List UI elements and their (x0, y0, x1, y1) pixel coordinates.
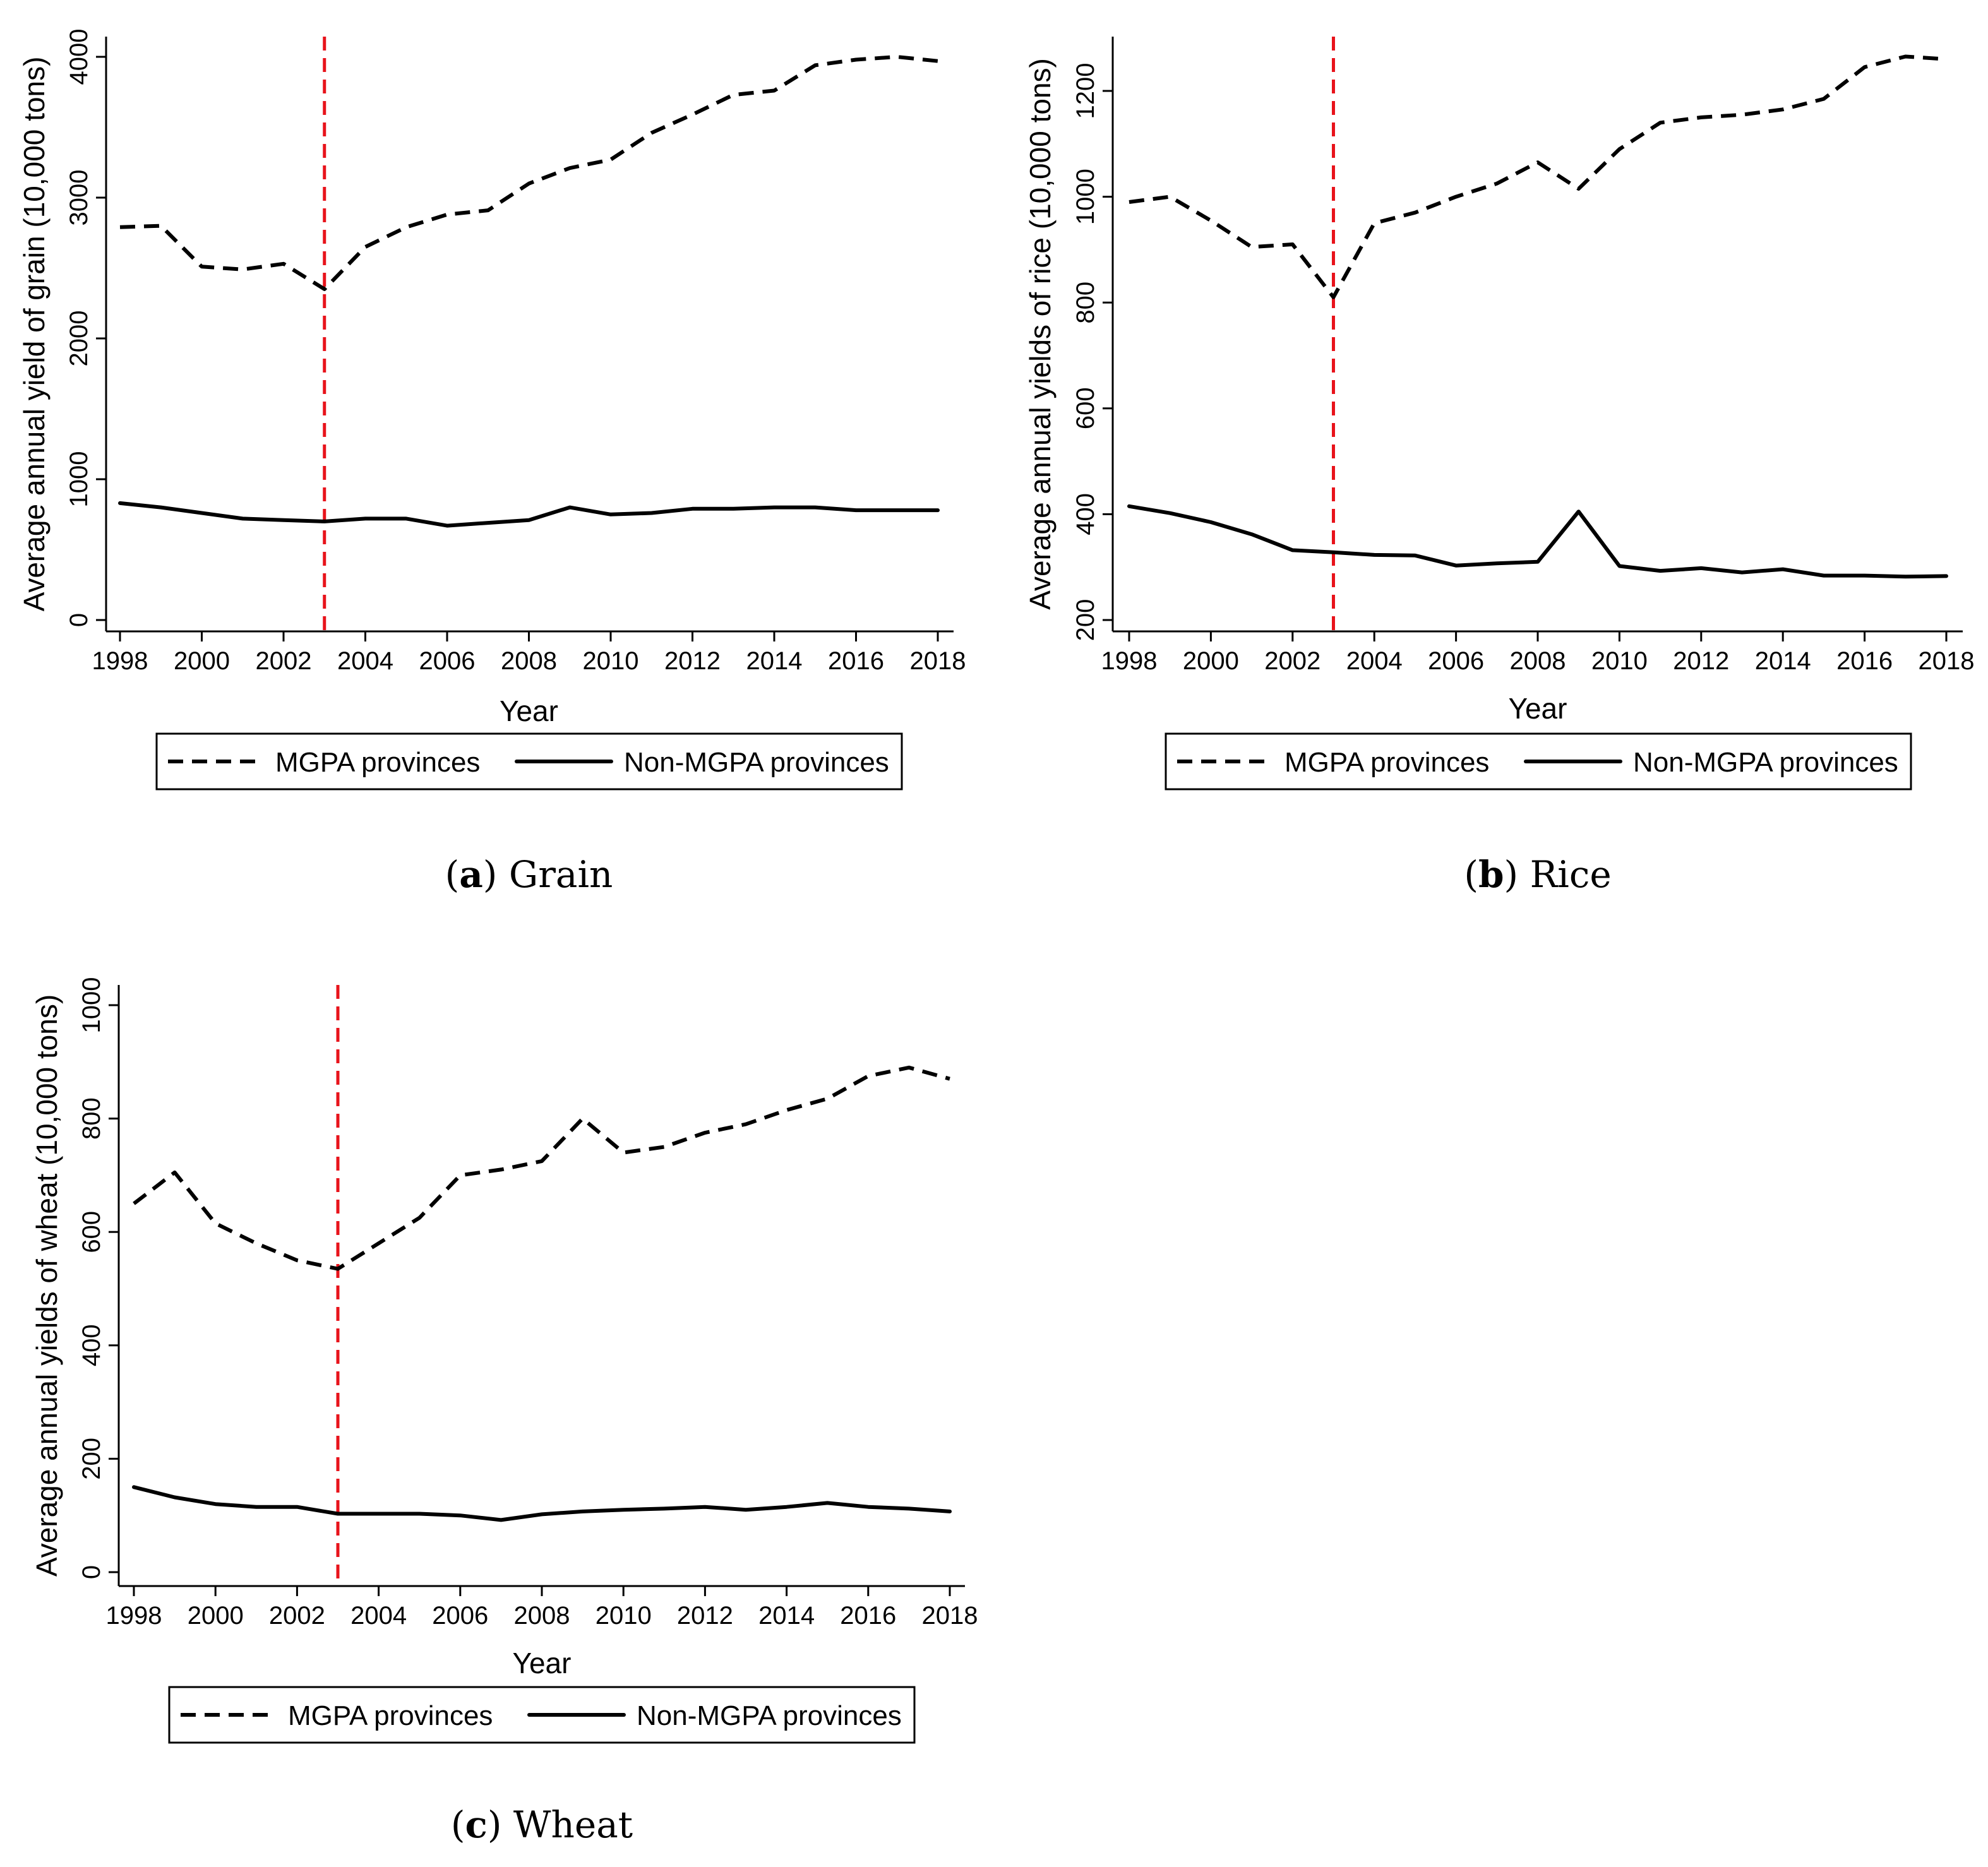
chart-grain: 0 1000 2000 3000 4000 1998 2000 2002 2004 2006 200… (18, 29, 966, 896)
caption-text: Grain (509, 853, 613, 896)
y-tick-label: 800 (1072, 282, 1099, 324)
x-axis-title: Year (513, 1647, 572, 1679)
y-tick-label: 2000 (65, 311, 93, 367)
x-tick-label: 2010 (596, 1602, 652, 1630)
y-tick-label: 400 (1072, 493, 1099, 535)
caption-grain: (a) Grain (445, 853, 613, 896)
y-tick-label: 3000 (65, 170, 93, 226)
y-tick-label: 1200 (1072, 63, 1099, 119)
legend-label-mgpa: MGPA provinces (288, 1700, 493, 1731)
caption-wheat: (c) Wheat (451, 1803, 633, 1846)
legend-label-non-mgpa: Non-MGPA provinces (624, 747, 889, 778)
x-tick-label: 2008 (514, 1602, 570, 1630)
x-tick-label: 2012 (1673, 647, 1729, 675)
caption-letter: b (1478, 853, 1504, 896)
x-tick-label: 2016 (828, 647, 884, 675)
y-tick-label: 1000 (78, 977, 105, 1034)
y-tick-label: 400 (78, 1324, 105, 1366)
x-tick-label: 2016 (1836, 647, 1893, 675)
legend: MGPA provinces Non-MGPA provinces (1165, 732, 1912, 790)
y-tick-label: 200 (78, 1438, 105, 1480)
x-tick-label: 2006 (419, 647, 476, 675)
x-tick-label: 1998 (1101, 647, 1158, 675)
x-tick-label: 2010 (583, 647, 639, 675)
y-tick-label: 1000 (1072, 169, 1099, 225)
x-tick-label: 2014 (746, 647, 803, 675)
x-tick-label: 2018 (922, 1602, 978, 1630)
x-tick-label: 2000 (188, 1602, 244, 1630)
x-tick-label: 2000 (1183, 647, 1239, 675)
y-tick-label: 800 (78, 1097, 105, 1140)
series-mgpa-line (119, 55, 938, 291)
y-tick-label: 4000 (65, 29, 93, 85)
caption-letter: c (465, 1803, 488, 1846)
legend-label-non-mgpa: Non-MGPA provinces (637, 1700, 902, 1731)
y-tick-label: 0 (65, 613, 93, 627)
x-tick-label: 2002 (269, 1602, 325, 1630)
x-tick-label: 2010 (1591, 647, 1648, 675)
x-tick-label: 2012 (677, 1602, 733, 1630)
x-tick-label: 2006 (432, 1602, 488, 1630)
x-axis-title: Year (1509, 692, 1567, 725)
x-tick-label: 1998 (106, 1602, 162, 1630)
x-tick-label: 2004 (337, 647, 393, 675)
chart-rice: 200 400 600 800 1000 1200 1998 2000 2002 2004 2006… (1024, 37, 1974, 896)
x-tick-label: 2002 (1264, 647, 1320, 675)
series-mgpa-line (1129, 54, 1947, 299)
caption-letter: a (459, 853, 483, 896)
x-tick-label: 2014 (1755, 647, 1811, 675)
x-tick-label: 2014 (758, 1602, 815, 1630)
x-tick-label: 2004 (1346, 647, 1403, 675)
y-axis-title: Average annual yields of rice (10,000 to… (1024, 58, 1057, 610)
x-tick-label: 2016 (840, 1602, 896, 1630)
x-tick-label: 2008 (501, 647, 557, 675)
caption-text: Rice (1530, 853, 1612, 896)
y-axis-title: Average annual yield of grain (10,000 to… (18, 57, 51, 612)
y-tick-label: 600 (1072, 387, 1099, 429)
legend-label-mgpa: MGPA provinces (1284, 747, 1489, 778)
y-tick-label: 600 (78, 1211, 105, 1253)
caption-rice: (b) Rice (1464, 853, 1611, 896)
x-tick-label: 2002 (256, 647, 312, 675)
chart-wheat: 0 200 400 600 800 1000 1998 2000 2002 2004 2006 200… (30, 977, 978, 1846)
legend: MGPA provinces Non-MGPA provinces (168, 1686, 916, 1744)
x-tick-label: 2018 (910, 647, 966, 675)
x-tick-label: 2004 (350, 1602, 407, 1630)
y-tick-label: 1000 (65, 451, 93, 508)
legend: MGPA provinces Non-MGPA provinces (155, 732, 903, 790)
series-non-mgpa-line (132, 1485, 952, 1522)
y-tick-label: 200 (1072, 599, 1099, 641)
y-axis-title: Average annual yields of wheat (10,000 t… (30, 994, 63, 1577)
x-tick-label: 2018 (1919, 647, 1975, 675)
x-tick-label: 2012 (664, 647, 721, 675)
x-tick-label: 2006 (1428, 647, 1484, 675)
legend-label-non-mgpa: Non-MGPA provinces (1633, 747, 1898, 778)
series-non-mgpa-line (1127, 504, 1948, 579)
series-mgpa-line (133, 1065, 950, 1271)
legend-label-mgpa: MGPA provinces (275, 747, 480, 778)
series-non-mgpa-line (118, 501, 940, 528)
x-tick-label: 2008 (1510, 647, 1566, 675)
x-tick-label: 2000 (174, 647, 230, 675)
y-tick-label: 0 (78, 1565, 105, 1579)
x-axis-title: Year (500, 695, 558, 727)
x-tick-label: 1998 (92, 647, 148, 675)
caption-text: Wheat (513, 1803, 633, 1846)
